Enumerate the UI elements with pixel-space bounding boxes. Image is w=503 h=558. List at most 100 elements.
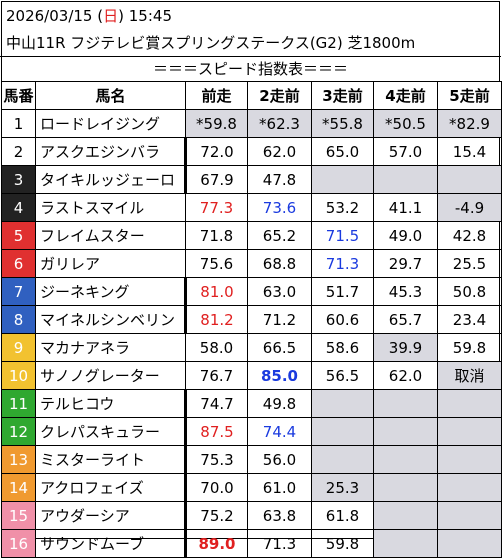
col-header-number: 馬番 <box>1 81 36 110</box>
horse-name: タイキルッジェーロ <box>35 165 187 194</box>
horse-number: 12 <box>1 417 36 446</box>
horse-name: クレパスキュラー <box>35 417 187 446</box>
horse-name: サノノグレーター <box>35 361 186 390</box>
horse-number: 7 <box>1 277 36 306</box>
table-row: 6 ガリレア 75.6 68.8 71.3 29.7 25.5 <box>1 249 502 278</box>
speed-index: 71.5 <box>311 221 374 250</box>
horse-number: 8 <box>1 305 36 334</box>
race-date: 2026/03/15 <box>6 7 93 25</box>
speed-index: 61.0 <box>247 473 312 502</box>
speed-index: 73.6 <box>247 193 312 222</box>
horse-name: テルヒコウ <box>35 389 187 418</box>
horse-name: ジーネキング <box>35 277 187 306</box>
horse-number: 1 <box>1 109 36 138</box>
speed-index: 70.0 <box>185 473 248 502</box>
table-row: 2 アスクエジンバラ 72.0 62.0 65.0 57.0 15.4 <box>1 137 502 166</box>
speed-index: 65.0 <box>311 137 374 166</box>
speed-index-empty <box>311 389 374 418</box>
speed-index: 75.3 <box>185 445 248 474</box>
speed-index: 取消 <box>437 361 502 390</box>
horse-number: 13 <box>1 445 36 474</box>
horse-name: フレイムスター <box>35 221 186 250</box>
speed-index: 53.2 <box>311 193 374 222</box>
speed-index: *50.5 <box>373 109 438 138</box>
speed-index: 56.5 <box>311 361 374 390</box>
speed-index: *82.9 <box>437 109 502 138</box>
speed-index: 76.7 <box>185 361 248 390</box>
speed-index-empty <box>437 389 502 418</box>
horse-number: 10 <box>1 361 36 390</box>
horse-name: アスクエジンバラ <box>35 137 187 166</box>
speed-index: 56.0 <box>247 445 312 474</box>
speed-index-empty <box>311 165 374 194</box>
speed-index: 77.3 <box>185 193 248 222</box>
speed-index: 62.0 <box>373 361 438 390</box>
speed-index-empty <box>437 501 502 530</box>
horse-number: 2 <box>1 137 36 166</box>
speed-index: 89.0 <box>185 529 248 558</box>
speed-index: 57.0 <box>373 137 438 166</box>
speed-index-empty <box>373 473 438 502</box>
table-row: 11 テルヒコウ 74.7 49.8 <box>1 389 502 418</box>
speed-index: 71.3 <box>247 529 312 558</box>
speed-index-empty <box>437 473 502 502</box>
table-row: 10 サノノグレーター 76.7 85.0 56.5 62.0 取消 <box>1 361 502 390</box>
speed-index: 65.7 <box>373 305 438 334</box>
speed-index: 63.0 <box>247 277 312 306</box>
table-row: 13 ミスターライト 75.3 56.0 <box>1 445 502 474</box>
speed-index-empty <box>311 417 374 446</box>
speed-index: 60.6 <box>311 305 374 334</box>
speed-index-empty <box>373 417 438 446</box>
speed-index: 75.6 <box>185 249 248 278</box>
speed-index-empty <box>373 445 438 474</box>
speed-index: 51.7 <box>311 277 374 306</box>
speed-index: 15.4 <box>437 137 502 166</box>
horse-name: ラストスマイル <box>35 193 186 222</box>
speed-index: *62.3 <box>247 109 312 138</box>
speed-index: 49.0 <box>373 221 438 250</box>
table-row: 3 タイキルッジェーロ 67.9 47.8 <box>1 165 502 194</box>
horse-number: 6 <box>1 249 36 278</box>
speed-index-empty <box>311 445 374 474</box>
speed-index: 67.9 <box>185 165 248 194</box>
speed-index: 74.4 <box>247 417 312 446</box>
speed-index: 61.8 <box>311 501 374 530</box>
horse-name: ロードレイジング <box>35 109 186 138</box>
speed-index: 23.4 <box>437 305 502 334</box>
horse-number: 14 <box>1 473 36 502</box>
col-header-3back: 3走前 <box>311 81 374 110</box>
speed-index-empty <box>437 165 502 194</box>
speed-index: 81.0 <box>185 277 248 306</box>
speed-index: 75.2 <box>185 501 248 530</box>
speed-index-empty <box>373 165 438 194</box>
speed-index: 71.8 <box>185 221 248 250</box>
table-row: 15 アウダーシア 75.2 63.8 61.8 <box>1 501 502 530</box>
speed-index: 74.7 <box>185 389 248 418</box>
race-dow: (日) <box>97 7 124 25</box>
col-header-name: 馬名 <box>35 81 186 110</box>
speed-index: 45.3 <box>373 277 438 306</box>
speed-index: 71.2 <box>247 305 312 334</box>
speed-index: 58.0 <box>185 333 248 362</box>
speed-index: 58.6 <box>311 333 374 362</box>
horse-name: マイネルシンベリン <box>35 305 187 334</box>
table-row: 4 ラストスマイル 77.3 73.6 53.2 41.1 -4.9 <box>1 193 502 222</box>
table-row: 7 ジーネキング 81.0 63.0 51.7 45.3 50.8 <box>1 277 502 306</box>
speed-index-empty <box>437 417 502 446</box>
speed-index: 71.3 <box>311 249 374 278</box>
table-row: 16 サウンドムーブ 89.0 71.3 59.8 <box>1 529 502 558</box>
speed-index: 81.2 <box>185 305 248 334</box>
horse-name: アウダーシア <box>35 501 187 530</box>
horse-number: 5 <box>1 221 36 250</box>
speed-index-table: 馬番 馬名 前走 2走前 3走前 4走前 5走前 1 ロードレイジング *59.… <box>1 81 502 558</box>
col-header-5back: 5走前 <box>437 81 502 110</box>
table-row: 14 アクロフェイズ 70.0 61.0 25.3 <box>1 473 502 502</box>
speed-index-empty <box>437 445 502 474</box>
table-row: 8 マイネルシンベリン 81.2 71.2 60.6 65.7 23.4 <box>1 305 502 334</box>
race-title: 中山11R フジテレビ賞スプリングステークス(G2) 芝1800m <box>6 34 416 52</box>
speed-index: 68.8 <box>247 249 312 278</box>
col-header-4back: 4走前 <box>373 81 438 110</box>
speed-index: 72.0 <box>185 137 248 166</box>
table-subtitle: ＝＝＝スピード指数表＝＝＝ <box>0 56 501 82</box>
horse-number: 11 <box>1 389 36 418</box>
